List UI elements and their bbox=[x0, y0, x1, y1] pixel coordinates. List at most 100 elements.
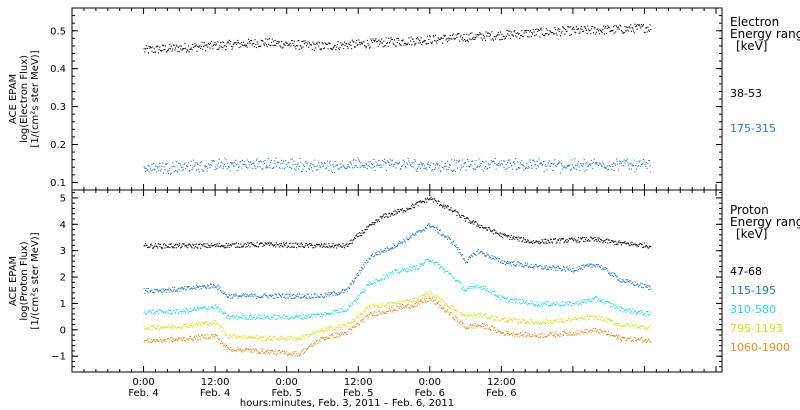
data-point bbox=[535, 304, 537, 306]
data-point bbox=[508, 166, 510, 168]
data-point bbox=[642, 314, 644, 316]
data-point bbox=[486, 252, 488, 254]
data-point bbox=[636, 312, 638, 314]
data-point bbox=[412, 306, 414, 308]
data-point bbox=[404, 240, 406, 242]
data-point bbox=[434, 227, 436, 229]
data-point bbox=[520, 237, 522, 239]
data-point bbox=[389, 303, 391, 305]
data-point bbox=[283, 339, 285, 341]
data-point bbox=[316, 331, 318, 333]
data-point bbox=[168, 243, 170, 245]
data-point bbox=[368, 225, 370, 227]
data-point bbox=[432, 226, 434, 228]
data-point bbox=[343, 289, 345, 291]
data-point bbox=[244, 334, 246, 336]
data-point bbox=[316, 42, 318, 44]
data-point bbox=[200, 324, 202, 326]
data-point bbox=[593, 237, 595, 239]
data-point bbox=[542, 336, 544, 338]
data-point bbox=[534, 265, 536, 267]
data-point bbox=[388, 249, 390, 251]
data-point bbox=[187, 247, 189, 249]
data-point bbox=[424, 40, 426, 42]
data-point bbox=[519, 262, 521, 264]
data-point bbox=[476, 166, 478, 168]
data-point bbox=[226, 246, 228, 248]
data-point bbox=[621, 279, 623, 281]
data-point bbox=[629, 27, 631, 29]
data-point bbox=[544, 265, 546, 267]
data-point bbox=[492, 290, 494, 292]
data-point bbox=[306, 170, 308, 172]
data-point bbox=[182, 48, 184, 50]
data-point bbox=[152, 247, 154, 249]
data-point bbox=[228, 39, 230, 41]
data-point bbox=[562, 321, 564, 323]
data-point bbox=[439, 266, 441, 268]
data-point bbox=[369, 224, 371, 226]
data-point bbox=[553, 163, 555, 165]
data-point bbox=[638, 24, 640, 26]
data-point bbox=[170, 48, 172, 50]
data-point bbox=[374, 253, 376, 255]
data-point bbox=[227, 297, 229, 299]
data-point bbox=[515, 333, 517, 335]
data-point bbox=[334, 311, 336, 313]
data-point bbox=[501, 332, 503, 334]
data-point bbox=[414, 234, 416, 236]
data-point bbox=[514, 298, 516, 300]
data-point bbox=[386, 42, 388, 44]
data-point bbox=[388, 213, 390, 215]
data-point bbox=[405, 167, 407, 169]
data-point bbox=[198, 308, 200, 310]
data-point bbox=[158, 309, 160, 311]
data-point bbox=[515, 158, 517, 160]
data-point bbox=[497, 232, 499, 234]
data-point bbox=[265, 38, 267, 40]
data-point bbox=[177, 51, 179, 53]
data-point bbox=[580, 163, 582, 165]
data-point bbox=[326, 246, 328, 248]
data-point bbox=[424, 167, 426, 169]
data-point bbox=[458, 281, 460, 283]
data-point bbox=[356, 322, 358, 324]
data-point bbox=[326, 293, 328, 295]
data-point bbox=[331, 246, 333, 248]
data-point bbox=[275, 349, 277, 351]
data-point bbox=[175, 47, 177, 49]
data-point bbox=[577, 270, 579, 272]
data-point bbox=[143, 312, 145, 314]
data-point bbox=[379, 221, 381, 223]
data-point bbox=[239, 348, 241, 350]
data-point bbox=[356, 236, 358, 238]
data-point bbox=[208, 325, 210, 327]
data-point bbox=[364, 45, 366, 47]
data-point bbox=[496, 316, 498, 318]
data-point bbox=[215, 323, 217, 325]
data-point bbox=[326, 327, 328, 329]
data-point bbox=[426, 169, 428, 171]
data-point bbox=[509, 298, 511, 300]
data-point bbox=[187, 244, 189, 246]
data-point bbox=[485, 255, 487, 257]
data-point bbox=[348, 243, 350, 245]
data-point bbox=[521, 241, 523, 243]
data-point bbox=[280, 244, 282, 246]
data-point bbox=[547, 240, 549, 242]
data-point bbox=[490, 292, 492, 294]
data-point bbox=[580, 28, 582, 30]
data-point bbox=[600, 163, 602, 165]
data-point bbox=[555, 32, 557, 34]
data-point bbox=[190, 48, 192, 50]
data-point bbox=[474, 323, 476, 325]
data-point bbox=[547, 305, 549, 307]
data-point bbox=[357, 233, 359, 235]
data-point bbox=[508, 300, 510, 302]
data-point bbox=[530, 266, 532, 268]
data-point bbox=[321, 329, 323, 331]
data-point bbox=[147, 288, 149, 290]
data-point bbox=[313, 293, 315, 295]
data-point bbox=[494, 36, 496, 38]
data-point bbox=[224, 330, 226, 332]
